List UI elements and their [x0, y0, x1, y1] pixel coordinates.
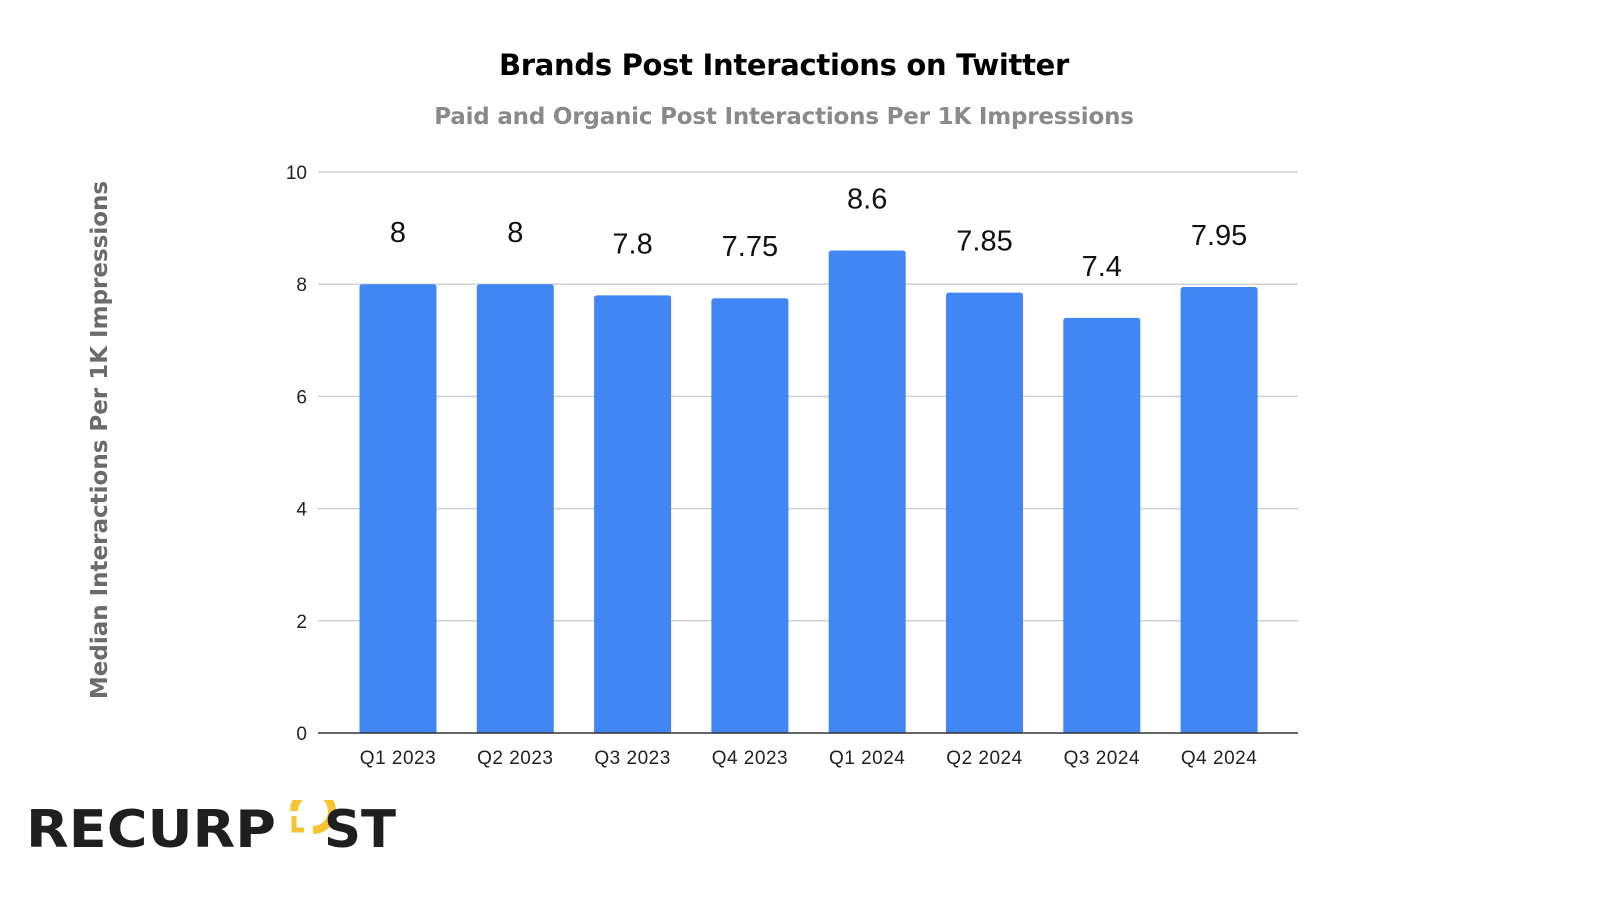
data-label: 7.8: [612, 228, 652, 260]
y-tick-label: 6: [296, 387, 307, 408]
x-tick-label: Q2 2023: [477, 748, 553, 769]
data-label: 8: [390, 217, 406, 249]
chart-title: Brands Post Interactions on Twitter: [498, 48, 1070, 82]
data-label: 8: [507, 217, 523, 249]
x-tick-label: Q1 2023: [360, 748, 436, 769]
y-tick-label: 8: [296, 275, 307, 296]
clock-icon: [290, 800, 336, 834]
data-label: 7.75: [722, 231, 778, 263]
data-label: 7.4: [1082, 251, 1122, 283]
bar: [476, 284, 554, 733]
y-tick-label: 2: [296, 612, 307, 633]
bar: [828, 250, 906, 734]
svg-text:ST: ST: [324, 800, 397, 854]
x-tick-label: Q4 2023: [712, 748, 788, 769]
svg-text:RECURP: RECURP: [26, 800, 276, 854]
recurpost-logo: RECURP ST: [26, 800, 397, 854]
bar: [946, 292, 1023, 733]
data-label: 8.6: [847, 184, 887, 216]
data-label: 7.95: [1191, 220, 1247, 252]
chart-subtitle: Paid and Organic Post Interactions Per 1…: [434, 104, 1134, 130]
y-tick-label: 0: [296, 724, 307, 745]
x-tick-label: Q2 2024: [946, 748, 1022, 769]
bar: [359, 284, 437, 733]
bar: [1180, 287, 1258, 733]
bar: [1063, 317, 1141, 733]
bar: [711, 298, 789, 733]
data-label: 7.85: [956, 226, 1012, 258]
y-tick-label: 10: [286, 163, 307, 184]
y-tick-label: 4: [296, 500, 307, 521]
x-tick-label: Q3 2024: [1064, 748, 1140, 769]
x-tick-label: Q4 2024: [1181, 748, 1257, 769]
bar: [594, 295, 672, 733]
x-tick-label: Q1 2024: [829, 748, 905, 769]
x-tick-label: Q3 2023: [594, 748, 670, 769]
